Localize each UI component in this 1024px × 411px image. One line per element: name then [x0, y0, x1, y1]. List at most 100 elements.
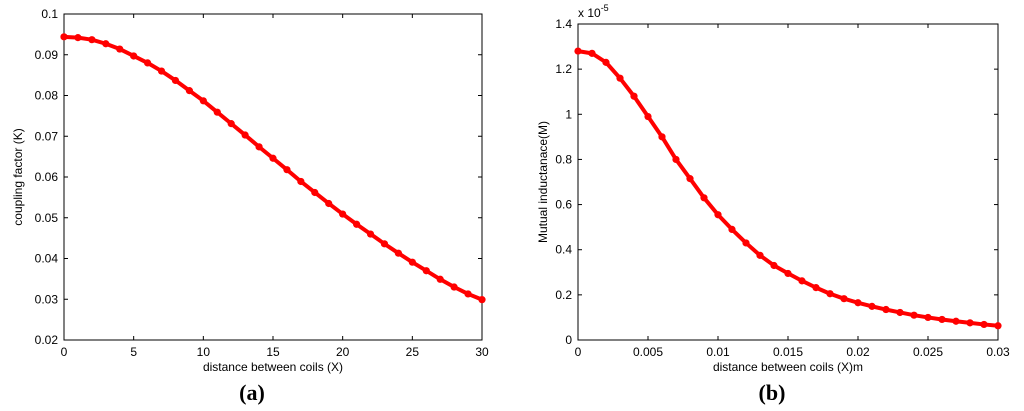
data-point: [588, 49, 596, 57]
data-point: [854, 299, 862, 307]
data-point: [938, 315, 946, 324]
y-multiplier-b: x 10-5: [578, 3, 609, 20]
panel-label-a: (a): [239, 380, 265, 405]
series-a: [60, 33, 486, 304]
x-tick-label: 25: [406, 345, 420, 359]
data-point: [784, 269, 792, 278]
data-point: [602, 58, 610, 66]
data-point: [910, 311, 918, 319]
y-tick-label: 0.08: [35, 89, 59, 103]
data-point: [297, 177, 305, 186]
data-point: [742, 239, 750, 247]
y-tick-label: 0.2: [555, 288, 572, 302]
data-point: [408, 258, 416, 266]
data-point: [74, 34, 82, 42]
x-tick-label: 30: [475, 345, 489, 359]
x-axis-label-b: distance between coils (X)m: [713, 360, 863, 374]
tick-marks-b: [577, 23, 999, 341]
data-point: [171, 76, 180, 85]
data-point: [980, 320, 988, 329]
x-tick-label: 10: [197, 345, 211, 359]
y-tick-label: 0: [565, 333, 572, 347]
y-tick-label: 0.04: [35, 252, 59, 266]
x-tick-label: 0.03: [986, 345, 1010, 359]
x-tick-label: 15: [266, 345, 280, 359]
x-tick-label: 0.015: [773, 345, 803, 359]
x-tick-labels-b: 0 0.005 0.01 0.015 0.02 0.025 0.03: [575, 345, 1010, 359]
x-axis-label-a: distance between coils (X): [203, 360, 343, 374]
data-point: [464, 290, 472, 298]
data-point: [478, 296, 486, 304]
data-point: [574, 47, 582, 55]
data-point: [826, 290, 834, 298]
data-point: [658, 133, 666, 141]
panel-label-b: (b): [759, 380, 786, 405]
y-tick-label: 0.1: [41, 7, 58, 21]
x-tick-label: 0: [575, 345, 582, 359]
data-point: [896, 308, 904, 317]
y-tick-labels-a: 0.02 0.03 0.04 0.05 0.06 0.07 0.08 0.09 0.1: [35, 7, 59, 347]
data-point: [672, 155, 680, 164]
data-point: [840, 295, 848, 303]
x-tick-label: 5: [130, 345, 137, 359]
data-point: [60, 33, 68, 41]
data-point: [868, 302, 876, 310]
data-point: [227, 120, 235, 128]
data-point: [311, 188, 319, 197]
chart-b: 0 0.2 0.4 0.6 0.8 1 1.2 1.4 0 0.005 0.01 0.015 0.02…: [536, 3, 1010, 405]
y-tick-label: 0.03: [35, 292, 59, 306]
data-point: [339, 210, 347, 218]
y-tick-label: 0.02: [35, 333, 59, 347]
y-tick-label: 0.07: [35, 129, 59, 143]
data-point: [325, 199, 333, 208]
series-b: [574, 47, 1002, 330]
x-tick-label: 0.005: [633, 345, 663, 359]
data-point: [966, 319, 974, 327]
y-tick-label: 0.06: [35, 170, 59, 184]
data-point: [756, 251, 764, 259]
data-point: [700, 194, 708, 202]
data-point: [102, 40, 110, 48]
data-point: [882, 305, 890, 314]
data-point: [616, 74, 624, 82]
data-point: [283, 166, 291, 174]
y-tick-label: 1: [565, 107, 572, 121]
tick-marks-a: [63, 13, 483, 341]
data-point: [213, 108, 221, 116]
plot-frame-a: [63, 13, 483, 341]
data-point: [144, 59, 152, 67]
data-point: [994, 322, 1002, 330]
data-point: [157, 67, 166, 75]
data-point: [241, 131, 249, 139]
data-point: [952, 317, 960, 325]
data-point: [185, 87, 193, 95]
y-axis-label-a: coupling factor (K): [11, 128, 25, 225]
data-point: [924, 313, 932, 322]
data-point: [728, 225, 736, 233]
data-point: [630, 92, 638, 100]
data-point: [366, 230, 375, 238]
x-tick-label: 0.025: [913, 345, 943, 359]
data-point: [255, 143, 263, 151]
plot-frame-b: [577, 23, 999, 341]
data-point: [199, 97, 207, 105]
x-tick-label: 0: [61, 345, 68, 359]
data-point: [686, 175, 694, 183]
y-axis-label-b: Mutual inductanace(M): [536, 121, 550, 243]
y-tick-label: 1.2: [555, 62, 572, 76]
y-tick-label: 0.8: [555, 152, 572, 166]
data-point: [450, 283, 458, 291]
y-tick-label: 0.6: [555, 198, 572, 212]
data-point: [353, 220, 361, 228]
x-tick-label: 20: [336, 345, 350, 359]
x-tick-label: 0.01: [706, 345, 730, 359]
chart-a: 0.02 0.03 0.04 0.05 0.06 0.07 0.08 0.09 0.1 0 5 10…: [11, 7, 489, 405]
data-point: [812, 284, 820, 292]
data-point: [116, 45, 124, 53]
data-point: [380, 240, 389, 248]
x-tick-labels-a: 0 5 10 15 20 25 30: [61, 345, 489, 359]
data-point: [644, 112, 652, 121]
y-tick-label: 1.4: [555, 17, 572, 31]
data-point: [436, 275, 444, 283]
